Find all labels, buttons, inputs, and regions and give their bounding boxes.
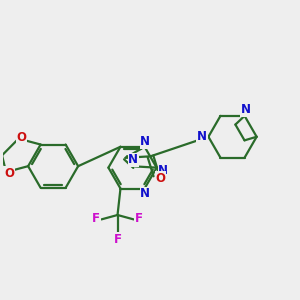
Text: N: N xyxy=(158,164,168,177)
Text: O: O xyxy=(156,172,166,185)
Text: N: N xyxy=(140,187,150,200)
Text: F: F xyxy=(92,212,100,225)
Text: O: O xyxy=(16,131,26,144)
Text: F: F xyxy=(135,212,143,225)
Text: N: N xyxy=(197,130,207,143)
Text: F: F xyxy=(113,232,122,246)
Text: O: O xyxy=(4,167,14,180)
Text: N: N xyxy=(128,153,138,167)
Text: N: N xyxy=(140,135,150,148)
Text: N: N xyxy=(241,103,251,116)
